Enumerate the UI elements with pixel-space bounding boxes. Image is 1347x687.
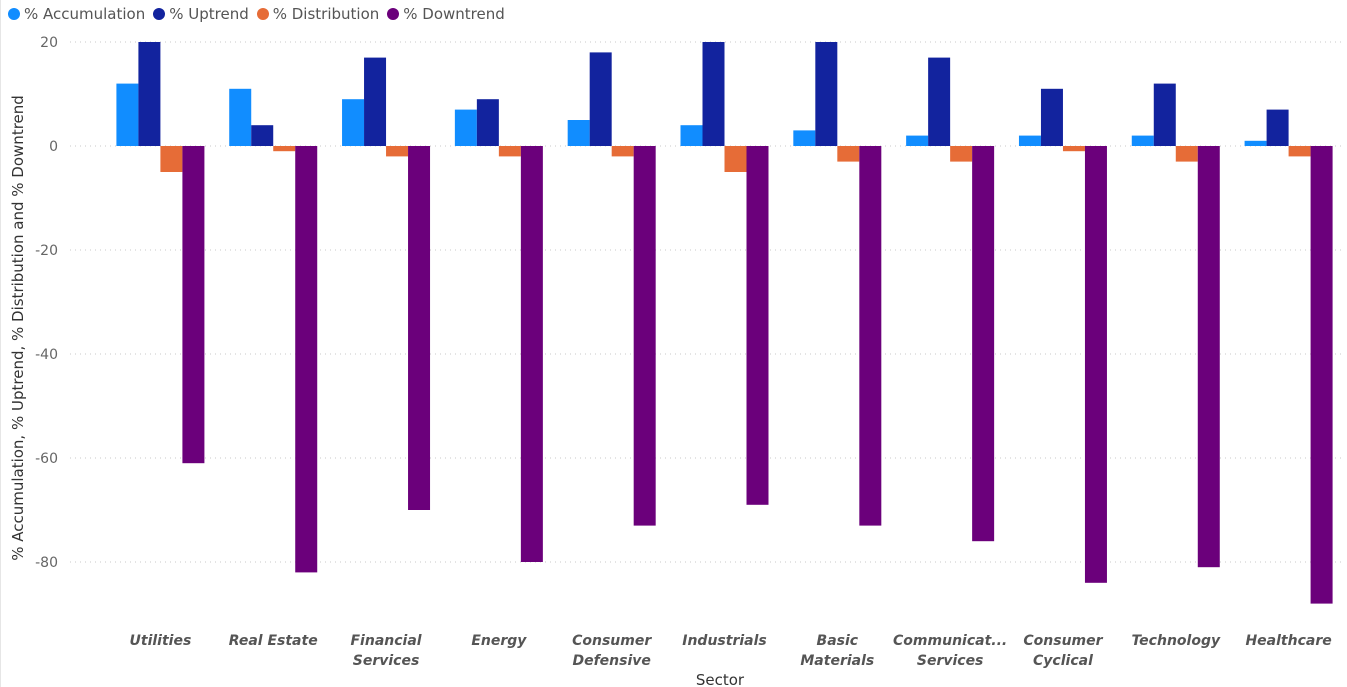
y-tick-label: -40 <box>35 347 58 363</box>
x-category-label: Basic Materials <box>800 633 874 669</box>
x-category-label: Utilities <box>130 633 192 649</box>
legend-marker-icon <box>8 8 20 20</box>
bar <box>1131 135 1154 146</box>
bar <box>295 146 318 573</box>
bar <box>1040 88 1063 146</box>
x-category-label: Healthcare <box>1245 633 1331 649</box>
legend-label: % Accumulation <box>24 5 146 23</box>
x-category-label: Real Estate <box>229 633 318 649</box>
bar <box>1288 146 1311 157</box>
x-category-label: Consumer Cyclical <box>1023 633 1103 669</box>
legend-item: % Uptrend <box>153 5 249 23</box>
bar <box>182 146 205 464</box>
bar <box>702 42 725 146</box>
bar <box>837 146 860 162</box>
x-category-label: Energy <box>471 633 527 649</box>
bar <box>160 146 183 172</box>
y-tick-label: -80 <box>35 555 58 571</box>
bars-layer <box>116 42 1333 604</box>
x-category-label: Financial Services <box>350 633 421 669</box>
bar <box>950 146 973 162</box>
bar <box>386 146 409 157</box>
bar <box>1062 146 1085 152</box>
x-category-label: Communicat... Services <box>893 633 1007 669</box>
bar <box>1197 146 1220 568</box>
bar <box>1153 83 1176 146</box>
bar <box>498 146 521 157</box>
bar <box>972 146 995 542</box>
bar <box>408 146 431 510</box>
y-tick-label: -20 <box>35 243 58 259</box>
bar <box>1084 146 1107 583</box>
legend-label: % Downtrend <box>403 5 505 23</box>
x-category-label: Industrials <box>682 633 766 649</box>
legend-label: % Uptrend <box>169 5 249 23</box>
bar <box>364 57 387 146</box>
bar <box>906 135 929 146</box>
x-category-label: Technology <box>1131 633 1221 649</box>
bar <box>1244 140 1267 146</box>
bar <box>251 125 274 146</box>
legend-item: % Distribution <box>256 5 380 23</box>
bar <box>273 146 296 152</box>
bar <box>680 125 703 146</box>
legend-marker-icon <box>387 8 400 20</box>
bar <box>454 109 477 146</box>
legend-marker-icon <box>256 8 269 20</box>
legend-item: % Downtrend <box>387 5 505 23</box>
bar <box>633 146 656 526</box>
left-border <box>0 0 1 687</box>
legend-label: % Distribution <box>272 5 380 23</box>
legend-item: % Accumulation <box>8 5 145 23</box>
legend-marker-icon <box>153 8 166 20</box>
bar <box>611 146 634 157</box>
x-category-label: Consumer Defensive <box>572 633 652 669</box>
y-tick-label: 0 <box>49 139 58 155</box>
y-tick-label: 20 <box>40 35 58 51</box>
bar <box>589 52 612 146</box>
bar <box>138 42 161 146</box>
bar <box>859 146 882 526</box>
bar <box>1018 135 1041 146</box>
bar <box>793 130 816 146</box>
bar <box>342 99 365 146</box>
bar <box>746 146 769 505</box>
bar <box>567 120 590 146</box>
bar <box>815 42 838 146</box>
bar <box>928 57 951 146</box>
y-tick-label: -60 <box>35 451 58 467</box>
legend: % Accumulation % Uptrend % Distribution % D… <box>8 4 513 24</box>
bar <box>1310 146 1333 604</box>
y-axis-title: % Accumulation, % Uptrend, % Distributio… <box>9 95 27 561</box>
bar <box>476 99 499 146</box>
bar <box>724 146 747 172</box>
labels-layer: 20 0 -20 -40 -60 -80 Utilities Real Estate Finan… <box>35 35 1332 669</box>
bar <box>1175 146 1198 162</box>
bar <box>229 88 252 146</box>
bar <box>520 146 543 562</box>
bar <box>116 83 139 146</box>
bar <box>1266 109 1289 146</box>
x-axis-title: Sector <box>696 671 745 687</box>
